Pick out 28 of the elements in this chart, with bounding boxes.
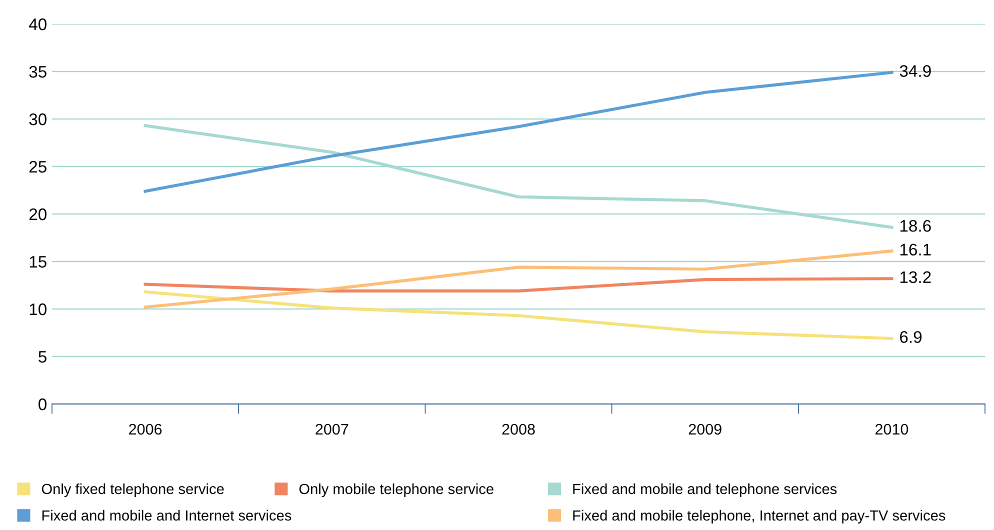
legend-label: Only fixed telephone service bbox=[42, 483, 224, 498]
legend-label: Fixed and mobile and Internet services bbox=[42, 510, 292, 521]
legend-label: Fixed and mobile and telephone services bbox=[573, 483, 837, 498]
x-tick-label: 2009 bbox=[688, 424, 722, 435]
y-tick-label: 15 bbox=[30, 256, 46, 268]
y-tick-label: 10 bbox=[30, 303, 46, 316]
x-tick-label: 2006 bbox=[129, 424, 162, 435]
legend-label: Fixed and mobile telephone, Internet and pay-TV services bbox=[573, 510, 946, 524]
y-tick-label: 40 bbox=[28, 18, 46, 30]
y-tick-label: 0 bbox=[38, 398, 46, 410]
data-label: 16.1 bbox=[900, 244, 931, 256]
line-series bbox=[144, 277, 894, 292]
y-tick-label: 35 bbox=[29, 66, 46, 78]
line-series bbox=[144, 70, 894, 193]
data-label: 13.2 bbox=[900, 271, 931, 284]
data-label: 18.6 bbox=[900, 220, 931, 232]
x-tick-label: 2010 bbox=[875, 424, 908, 435]
data-label: 6.9 bbox=[900, 331, 922, 343]
x-tick-label: 2008 bbox=[502, 424, 535, 435]
y-tick-label: 20 bbox=[29, 208, 46, 220]
y-tick-label: 25 bbox=[29, 160, 46, 173]
line-series bbox=[144, 250, 894, 309]
y-tick-label: 5 bbox=[38, 351, 46, 363]
y-tick-label: 30 bbox=[29, 113, 46, 126]
legend-label: Only mobile telephone service bbox=[299, 483, 494, 498]
line-series bbox=[144, 290, 894, 340]
x-tick-label: 2007 bbox=[316, 424, 348, 435]
data-label: 34.9 bbox=[900, 65, 931, 77]
